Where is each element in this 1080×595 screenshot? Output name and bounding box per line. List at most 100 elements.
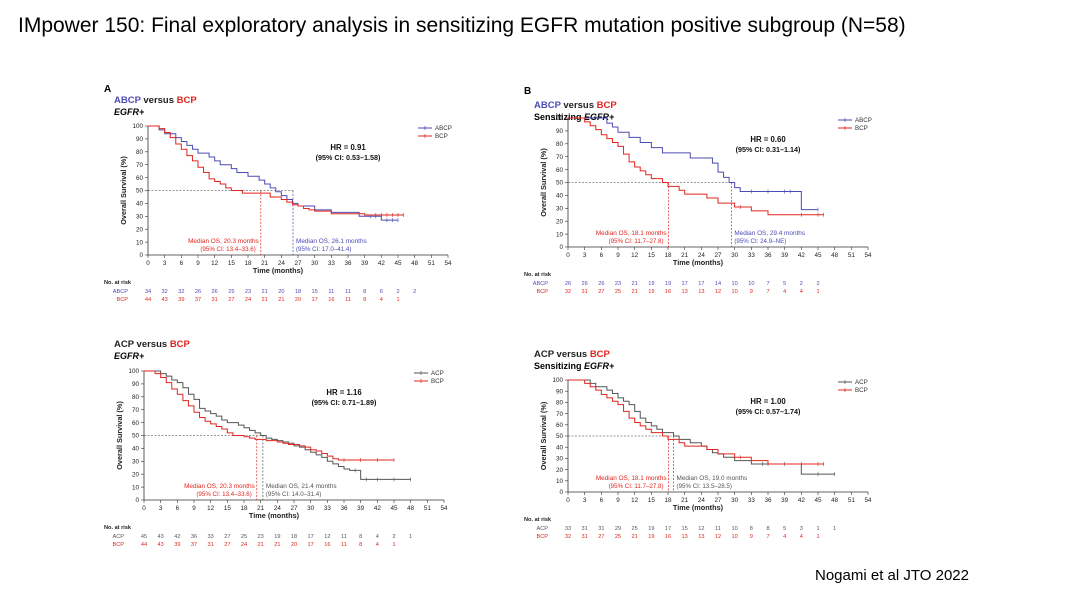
legend-label: ACP	[431, 370, 444, 377]
x-tick-label: 36	[764, 497, 772, 504]
risk-value: 27	[224, 542, 230, 548]
km-curve-bcp	[568, 379, 824, 465]
risk-value: 17	[312, 297, 318, 303]
risk-value: 10	[748, 281, 754, 287]
risk-value: 24	[241, 542, 247, 548]
x-tick-label: 33	[748, 252, 756, 259]
hazard-ratio: HR = 0.91	[330, 143, 366, 152]
y-tick-label: 60	[556, 422, 564, 429]
risk-value: 27	[224, 534, 230, 540]
y-axis-label: Overall Survival (%)	[119, 156, 128, 225]
x-tick-label: 21	[261, 260, 269, 267]
risk-value: 39	[178, 297, 184, 303]
x-tick-label: 39	[361, 260, 369, 267]
x-tick-label: 15	[648, 497, 656, 504]
risk-value: 23	[258, 534, 264, 540]
risk-value: 14	[715, 281, 721, 287]
risk-value: 11	[341, 542, 347, 548]
y-tick-label: 10	[132, 484, 140, 491]
hazard-ratio: HR = 1.00	[750, 397, 786, 406]
legend-label: BCP	[855, 125, 868, 132]
risk-value: 25	[228, 289, 234, 295]
x-tick-label: 18	[240, 505, 248, 512]
x-axis-label: Time (months)	[249, 511, 300, 520]
risk-value: 4	[380, 297, 383, 303]
y-tick-label: 70	[556, 411, 564, 418]
median-ci-b: (95% CI: 24.9–NE)	[734, 238, 786, 245]
hazard-ratio-ci: (95% CI: 0.53–1.58)	[316, 153, 381, 162]
median-ci-b: (95% CI: 17.0–41.4)	[296, 246, 351, 253]
risk-value: 3	[800, 526, 803, 532]
risk-value: 31	[212, 297, 218, 303]
risk-value: 1	[816, 526, 819, 532]
risk-value: 31	[582, 526, 588, 532]
risk-value: 37	[195, 297, 201, 303]
x-tick-label: 6	[600, 497, 604, 504]
risk-value: 11	[345, 289, 351, 295]
x-tick-label: 21	[257, 505, 265, 512]
x-tick-label: 3	[583, 497, 587, 504]
median-ci-a: (95% CI: 11.7–27.8)	[609, 238, 664, 245]
median-ci-a: (95% CI: 13.4–33.6)	[196, 491, 251, 498]
y-tick-label: 80	[132, 394, 140, 401]
risk-value: 23	[245, 289, 251, 295]
y-tick-label: 100	[552, 115, 563, 122]
x-tick-label: 9	[616, 252, 620, 259]
hazard-ratio: HR = 0.60	[750, 135, 786, 144]
risk-value: 21	[632, 289, 638, 295]
y-tick-label: 30	[136, 214, 144, 221]
x-tick-label: 33	[748, 497, 756, 504]
y-tick-label: 50	[556, 180, 564, 187]
x-tick-label: 27	[290, 505, 298, 512]
risk-value: 10	[732, 281, 738, 287]
y-tick-label: 80	[556, 141, 564, 148]
x-tick-label: 0	[566, 252, 570, 259]
risk-value: 13	[682, 534, 688, 540]
risk-value: 11	[715, 526, 721, 532]
y-tick-label: 40	[556, 193, 564, 200]
risk-value: 11	[345, 297, 351, 303]
risk-value: 31	[582, 534, 588, 540]
x-tick-label: 15	[648, 252, 656, 259]
risk-value: 24	[245, 297, 251, 303]
risk-value: 39	[174, 542, 180, 548]
x-tick-label: 21	[681, 252, 689, 259]
risk-value: 10	[732, 534, 738, 540]
risk-row-label: ABCP	[533, 281, 549, 287]
risk-value: 4	[783, 534, 786, 540]
risk-value: 27	[598, 289, 604, 295]
x-tick-label: 6	[180, 260, 184, 267]
x-tick-label: 6	[176, 505, 180, 512]
x-tick-label: 15	[228, 260, 236, 267]
risk-value: 32	[162, 289, 168, 295]
x-tick-label: 21	[681, 497, 689, 504]
risk-value: 18	[295, 289, 301, 295]
risk-value: 21	[262, 297, 268, 303]
risk-value: 26	[212, 289, 218, 295]
risk-value: 11	[328, 289, 334, 295]
risk-value: 2	[396, 289, 399, 295]
risk-value: 1	[392, 542, 395, 548]
y-tick-label: 20	[556, 218, 564, 225]
risk-value: 11	[341, 534, 347, 540]
y-tick-label: 60	[556, 167, 564, 174]
risk-value: 26	[598, 281, 604, 287]
risk-table-header: No. at risk	[104, 280, 132, 286]
hazard-ratio: HR = 1.16	[326, 388, 362, 397]
risk-value: 32	[565, 534, 571, 540]
citation: Nogami et al JTO 2022	[815, 567, 969, 584]
risk-row-label: BCP	[116, 297, 128, 303]
x-tick-label: 9	[196, 260, 200, 267]
risk-value: 13	[682, 289, 688, 295]
x-tick-label: 45	[814, 252, 822, 259]
median-label-a: Median OS, 18.1 months	[596, 230, 667, 237]
y-tick-label: 0	[135, 497, 139, 504]
risk-value: 8	[359, 534, 362, 540]
risk-value: 44	[145, 297, 151, 303]
risk-value: 27	[598, 534, 604, 540]
y-tick-label: 50	[136, 188, 144, 195]
y-tick-label: 100	[132, 123, 143, 130]
risk-value: 5	[783, 281, 786, 287]
risk-value: 1	[396, 297, 399, 303]
risk-value: 21	[632, 281, 638, 287]
